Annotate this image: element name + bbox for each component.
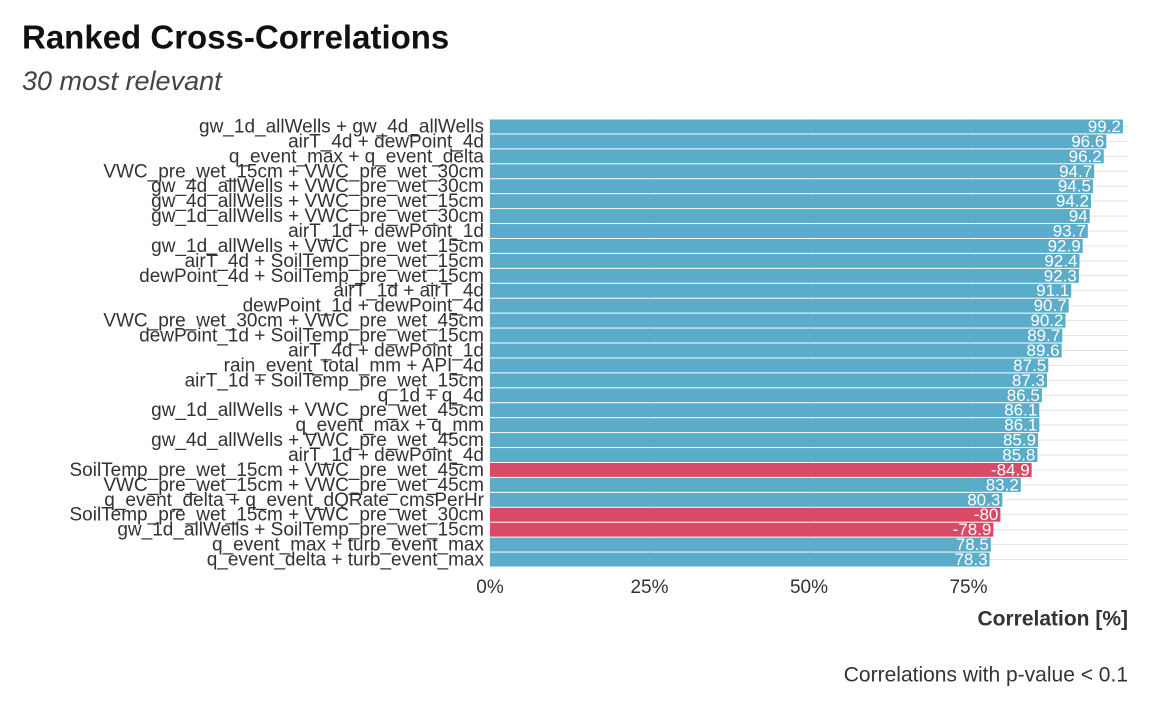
bar [490, 179, 1093, 194]
bar [490, 224, 1088, 238]
bar [490, 433, 1039, 448]
x-tick-label: 25% [630, 577, 668, 598]
data-label: 87.3 [1012, 371, 1045, 390]
y-tick-label: VWC_pre_wet_30cm + VWC_pre_wet_45cm [103, 311, 484, 332]
y-tick-label: q_event_max + q_mm [295, 415, 484, 436]
y-tick-label: gw_4d_allWells + VWC_pre_wet_15cm [151, 191, 484, 212]
y-tick-label: airT_4d + dewPoint_4d [288, 131, 484, 152]
y-tick-label: airT_4d + dewPoint_1d [288, 340, 484, 361]
bar [490, 253, 1080, 268]
data-label: 83.2 [986, 475, 1019, 494]
data-label: 94 [1069, 207, 1088, 226]
y-tick-label: gw_4d_allWells + VWC_pre_wet_30cm [151, 176, 484, 197]
bar [490, 507, 1001, 522]
y-tick-label: q_event_delta + turb_event_max [207, 550, 485, 571]
data-label: 85.9 [1003, 431, 1036, 450]
bar [490, 373, 1047, 388]
y-tick-label: dewPoint_1d + dewPoint_4d [243, 296, 484, 317]
y-tick-label: q_event_max + q_event_delta [229, 146, 485, 167]
data-label: 91.1 [1036, 281, 1069, 300]
data-label: 99.2 [1088, 117, 1121, 136]
bar [490, 343, 1062, 358]
data-label: -84.9 [991, 460, 1030, 479]
bar [490, 268, 1079, 283]
data-label: 89.6 [1027, 341, 1060, 360]
bar [490, 298, 1069, 313]
data-label: 93.7 [1053, 221, 1086, 240]
y-tick-label: gw_1d_allWells + gw_4d_allWells [199, 116, 484, 137]
y-tick-label: SoilTemp_pre_wet_15cm + VWC_pre_wet_30cm [69, 505, 484, 526]
bar [490, 328, 1063, 343]
x-tick-label: 75% [949, 577, 987, 598]
data-label: 80.3 [967, 490, 1000, 509]
bar [490, 313, 1066, 328]
data-label: 86.1 [1004, 416, 1037, 435]
bar [490, 522, 994, 537]
chart-subtitle: 30 most relevant [22, 66, 223, 96]
chart-title: Ranked Cross-Correlations [22, 19, 449, 56]
data-label: 78.3 [954, 550, 987, 569]
y-tick-label: rain_event_total_mm + API_4d [224, 355, 484, 376]
y-tick-label: VWC_pre_wet_15cm + VWC_pre_wet_45cm [103, 475, 484, 496]
data-label: 90.7 [1034, 296, 1067, 315]
data-label: 86.5 [1007, 386, 1040, 405]
y-tick-label: dewPoint_1d + SoilTemp_pre_wet_15cm [139, 326, 484, 347]
data-label: 94.2 [1056, 192, 1089, 211]
data-label: -78.9 [953, 520, 992, 539]
bar [490, 492, 1003, 507]
x-tick-label: 0% [476, 577, 504, 598]
bar [490, 134, 1107, 149]
data-label: 92.3 [1044, 266, 1077, 285]
y-tick-label: q_event_delta + q_event_dQRate_cmsPerHr [104, 490, 484, 511]
bar [490, 388, 1042, 403]
bar [490, 462, 1032, 477]
bar [490, 418, 1040, 433]
y-tick-label: airT_1d + airT_4d [334, 281, 485, 302]
data-label: 96.2 [1069, 147, 1102, 166]
y-tick-label: SoilTemp_pre_wet_15cm + VWC_pre_wet_45cm [69, 460, 484, 481]
data-label: 94.7 [1059, 162, 1092, 181]
caption: Correlations with p-value < 0.1 [844, 664, 1128, 687]
data-label: 96.6 [1071, 132, 1104, 151]
y-tick-label: gw_1d_allWells + VWC_pre_wet_45cm [151, 400, 484, 421]
data-label: 89.7 [1027, 326, 1060, 345]
y-tick-label: VWC_pre_wet_15cm + VWC_pre_wet_30cm [103, 161, 484, 182]
bar [490, 283, 1072, 298]
x-axis-label: Correlation [%] [977, 608, 1128, 631]
x-tick-label: 50% [790, 577, 828, 598]
bar [490, 209, 1090, 224]
data-label: 94.5 [1058, 177, 1091, 196]
y-tick-label: dewPoint_4d + SoilTemp_pre_wet_15cm [139, 266, 484, 287]
bar [490, 552, 990, 567]
y-tick-label: gw_4d_allWells + VWC_pre_wet_45cm [151, 430, 484, 451]
data-label: 87.5 [1013, 356, 1046, 375]
data-label: 86.1 [1004, 401, 1037, 420]
data-label: 92.9 [1048, 236, 1081, 255]
bar [490, 358, 1049, 373]
y-tick-label: q_1d + q_4d [378, 385, 484, 406]
bar [490, 403, 1040, 418]
y-tick-label: gw_1d_allWells + VWC_pre_wet_15cm [151, 236, 484, 257]
bar [490, 477, 1021, 492]
data-label: -80 [974, 505, 999, 524]
data-label: 90.2 [1030, 311, 1063, 330]
y-tick-label: gw_1d_allWells + SoilTemp_pre_wet_15cm [117, 520, 484, 541]
data-label: 85.8 [1002, 445, 1035, 464]
bar [490, 238, 1083, 253]
bar [490, 537, 991, 552]
y-tick-label: q_event_max + turb_event_max [212, 535, 484, 556]
y-tick-label: gw_1d_allWells + VWC_pre_wet_30cm [151, 206, 484, 227]
bar [490, 119, 1123, 134]
bar [490, 194, 1091, 209]
y-tick-label: airT_1d + SoilTemp_pre_wet_15cm [185, 370, 484, 391]
y-tick-label: airT_1d + dewPoint_4d [288, 445, 484, 466]
data-label: 92.4 [1044, 251, 1077, 270]
bar [490, 164, 1095, 179]
bar [490, 149, 1104, 164]
y-tick-label: airT_4d + SoilTemp_pre_wet_15cm [185, 251, 484, 272]
bar [490, 448, 1038, 462]
data-label: 78.5 [956, 535, 989, 554]
y-tick-label: airT_1d + dewPoint_1d [288, 221, 484, 242]
